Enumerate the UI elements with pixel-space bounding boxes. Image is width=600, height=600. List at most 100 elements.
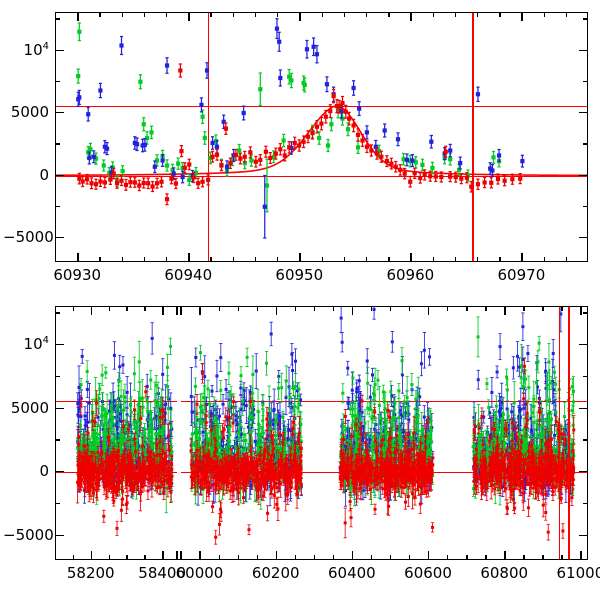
reference-vline [559, 307, 561, 559]
axis-tick [277, 257, 279, 262]
axis-tick [55, 306, 57, 311]
axis-tick [55, 471, 64, 473]
axis-tick [388, 257, 390, 262]
axis-tick [99, 257, 101, 262]
axis-tick [583, 80, 588, 83]
axis-tick [579, 112, 588, 114]
x-tick-label: 60000 [175, 564, 224, 582]
x-tick-label: 60800 [480, 564, 529, 582]
reference-hline [56, 175, 587, 177]
axis-tick [370, 555, 373, 560]
axis-tick [579, 534, 588, 536]
axis-break [177, 307, 182, 559]
axis-tick [561, 306, 563, 311]
axis-tick [580, 551, 582, 560]
axis-tick [565, 12, 568, 17]
axis-tick [583, 439, 588, 441]
axis-tick [410, 12, 412, 21]
axis-tick [466, 306, 468, 311]
axis-tick [237, 555, 239, 560]
x-tick-label: 60940 [164, 266, 213, 284]
axis-tick [543, 257, 545, 262]
axis-tick [55, 205, 60, 208]
y-tick-label: 0 [39, 165, 49, 184]
axis-tick [55, 375, 60, 378]
axis-tick [321, 257, 323, 262]
axis-tick [428, 306, 430, 315]
axis-tick [144, 555, 146, 560]
axis-tick [275, 306, 278, 315]
reference-hline [56, 400, 587, 403]
axis-tick [108, 306, 110, 311]
axis-tick [144, 306, 146, 311]
axis-tick [277, 12, 279, 17]
axis-tick [55, 502, 60, 505]
axis-tick [583, 375, 588, 378]
axis-tick [332, 555, 335, 560]
reference-vline [568, 307, 570, 559]
axis-tick [55, 439, 60, 441]
axis-tick [579, 407, 588, 409]
axis-tick [162, 551, 164, 560]
axis-tick [313, 306, 316, 311]
axis-tick [294, 555, 297, 560]
axis-tick [55, 534, 64, 536]
axis-tick [389, 555, 392, 560]
axis-tick [408, 306, 411, 311]
axis-tick [504, 306, 506, 315]
axis-tick [343, 257, 346, 262]
axis-tick [332, 306, 335, 311]
axis-tick [408, 555, 411, 560]
axis-tick [176, 306, 178, 315]
x-tick-label: 60400 [327, 564, 376, 582]
axis-tick [256, 306, 259, 311]
axis-tick [55, 18, 60, 20]
axis-tick [143, 12, 146, 17]
axis-tick [55, 312, 60, 314]
axis-tick [523, 555, 525, 560]
axis-tick [579, 174, 588, 176]
x-tick-label: 60950 [275, 266, 324, 284]
axis-tick [454, 12, 457, 17]
axis-tick [504, 551, 506, 560]
axis-tick [188, 12, 190, 21]
axis-tick [351, 306, 354, 315]
y-tick-label: 104 [23, 40, 49, 59]
axis-tick [166, 12, 168, 17]
axis-tick [55, 407, 64, 409]
axis-tick [72, 555, 75, 560]
axis-tick [476, 257, 479, 262]
axis-tick [237, 306, 239, 311]
x-tick-label: 60600 [404, 564, 452, 582]
reference-hline [56, 472, 587, 474]
axis-tick [351, 551, 354, 560]
axis-tick [232, 257, 235, 262]
axis-tick [370, 306, 373, 311]
axis-tick [542, 555, 544, 560]
axis-tick [126, 306, 128, 311]
x-tick-label: 60930 [53, 266, 102, 284]
bottom-panel-frame [55, 306, 588, 560]
axis-tick [499, 12, 501, 17]
x-tick-label: 60970 [497, 266, 546, 284]
axis-tick [388, 12, 390, 17]
axis-tick [55, 174, 64, 176]
top-panel: 60930 60940 60950 60960 60970 −5000 0 5000 104 [3, 12, 588, 284]
series-band-blue [76, 18, 525, 239]
axis-tick [254, 257, 257, 262]
axis-tick [210, 257, 212, 262]
axis-tick [523, 306, 525, 311]
axis-tick [210, 12, 212, 17]
axis-tick [143, 257, 146, 262]
axis-tick [447, 306, 449, 311]
axis-tick [447, 555, 449, 560]
reference-hline [56, 105, 587, 107]
bottom-panel-plot-area [56, 307, 587, 559]
axis-tick [389, 306, 392, 311]
axis-tick [90, 306, 93, 315]
axis-tick [321, 12, 323, 17]
top-panel-plot-area [56, 13, 587, 261]
y-tick-label: −5000 [3, 228, 54, 246]
axis-tick [72, 306, 75, 311]
top-panel-frame [55, 12, 588, 262]
